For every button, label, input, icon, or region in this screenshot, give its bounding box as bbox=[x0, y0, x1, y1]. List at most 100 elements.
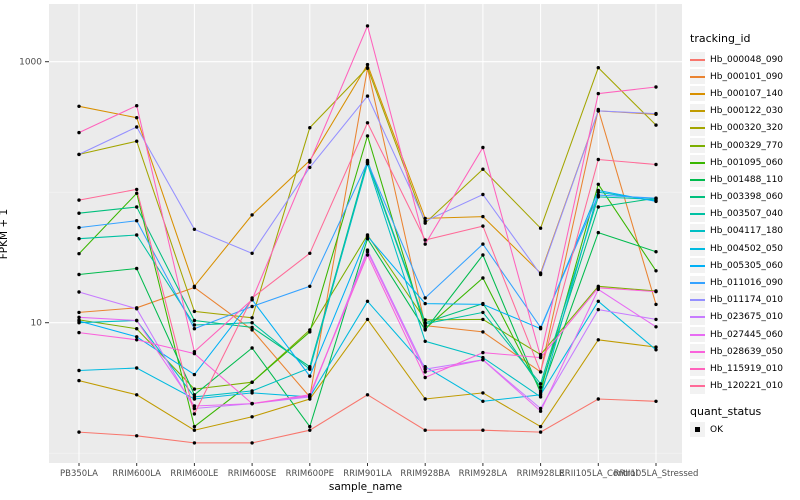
data-point[interactable] bbox=[135, 219, 139, 223]
data-point[interactable] bbox=[481, 302, 485, 307]
data-point[interactable] bbox=[250, 441, 254, 445]
data-point[interactable] bbox=[365, 250, 370, 254]
data-point[interactable] bbox=[192, 397, 197, 401]
data-point[interactable] bbox=[365, 134, 370, 138]
data-point[interactable] bbox=[596, 299, 600, 303]
data-point[interactable] bbox=[423, 216, 427, 221]
legend-item-Hb_027445_060[interactable]: Hb_027445_060 bbox=[690, 326, 783, 343]
data-point[interactable] bbox=[481, 276, 485, 280]
data-point[interactable] bbox=[250, 296, 254, 300]
data-point[interactable] bbox=[481, 317, 485, 322]
data-point[interactable] bbox=[654, 85, 658, 89]
data-point[interactable] bbox=[365, 393, 370, 397]
data-point[interactable] bbox=[192, 372, 197, 377]
data-point[interactable] bbox=[481, 310, 485, 315]
data-point[interactable] bbox=[192, 309, 197, 314]
data-point[interactable] bbox=[308, 251, 312, 255]
data-point[interactable] bbox=[77, 272, 81, 277]
data-point[interactable] bbox=[481, 358, 485, 362]
data-point[interactable] bbox=[423, 365, 427, 369]
legend-item-Hb_000329_770[interactable]: Hb_000329_770 bbox=[690, 137, 783, 154]
data-point[interactable] bbox=[77, 430, 81, 434]
data-point[interactable] bbox=[538, 430, 543, 434]
data-point[interactable] bbox=[192, 387, 197, 391]
data-point[interactable] bbox=[538, 226, 543, 230]
data-point[interactable] bbox=[481, 350, 485, 355]
data-point[interactable] bbox=[481, 399, 485, 403]
data-point[interactable] bbox=[538, 406, 543, 411]
data-point[interactable] bbox=[308, 126, 312, 130]
data-point[interactable] bbox=[654, 399, 658, 403]
data-point[interactable] bbox=[250, 401, 254, 406]
data-point[interactable] bbox=[192, 428, 197, 432]
data-point[interactable] bbox=[77, 368, 81, 373]
data-point[interactable] bbox=[423, 219, 427, 223]
data-point[interactable] bbox=[250, 415, 254, 419]
data-point[interactable] bbox=[654, 123, 658, 127]
data-point[interactable] bbox=[538, 382, 543, 386]
data-point[interactable] bbox=[596, 157, 600, 162]
data-point[interactable] bbox=[192, 323, 197, 327]
data-point[interactable] bbox=[654, 111, 658, 116]
legend-item-Hb_003507_040[interactable]: Hb_003507_040 bbox=[690, 206, 783, 223]
data-point[interactable] bbox=[423, 301, 427, 306]
data-point[interactable] bbox=[365, 160, 370, 164]
data-point[interactable] bbox=[596, 91, 600, 96]
data-point[interactable] bbox=[538, 385, 543, 389]
data-point[interactable] bbox=[135, 366, 139, 370]
data-point[interactable] bbox=[596, 188, 600, 193]
data-point[interactable] bbox=[135, 434, 139, 438]
data-point[interactable] bbox=[135, 125, 139, 129]
data-point[interactable] bbox=[365, 66, 370, 70]
legend-item-Hb_011016_090[interactable]: Hb_011016_090 bbox=[690, 274, 783, 291]
data-point[interactable] bbox=[423, 397, 427, 401]
data-point[interactable] bbox=[192, 327, 197, 331]
data-point[interactable] bbox=[423, 339, 427, 343]
legend-item-Hb_000122_030[interactable]: Hb_000122_030 bbox=[690, 103, 783, 120]
data-point[interactable] bbox=[250, 316, 254, 320]
data-point[interactable] bbox=[250, 251, 254, 255]
data-point[interactable] bbox=[250, 391, 254, 395]
data-point[interactable] bbox=[423, 428, 427, 432]
data-point[interactable] bbox=[250, 328, 254, 332]
data-point[interactable] bbox=[135, 233, 139, 237]
data-point[interactable] bbox=[481, 145, 485, 150]
legend-item-Hb_003398_060[interactable]: Hb_003398_060 bbox=[690, 189, 783, 206]
data-point[interactable] bbox=[423, 375, 427, 380]
data-point[interactable] bbox=[423, 328, 427, 332]
data-point[interactable] bbox=[596, 182, 600, 186]
legend-item-Hb_001488_110[interactable]: Hb_001488_110 bbox=[690, 171, 783, 188]
data-point[interactable] bbox=[365, 62, 370, 67]
data-point[interactable] bbox=[192, 441, 197, 445]
data-point[interactable] bbox=[481, 214, 485, 219]
data-point[interactable] bbox=[365, 121, 370, 125]
legend-item-Hb_004117_180[interactable]: Hb_004117_180 bbox=[690, 223, 783, 240]
data-point[interactable] bbox=[308, 393, 312, 397]
data-point[interactable] bbox=[481, 224, 485, 228]
data-point[interactable] bbox=[135, 104, 139, 108]
data-point[interactable] bbox=[77, 310, 81, 315]
data-point[interactable] bbox=[423, 296, 427, 300]
data-point[interactable] bbox=[308, 374, 312, 378]
data-point[interactable] bbox=[481, 242, 485, 246]
data-point[interactable] bbox=[654, 250, 658, 254]
data-point[interactable] bbox=[192, 412, 197, 416]
data-point[interactable] bbox=[538, 272, 543, 277]
data-point[interactable] bbox=[135, 187, 139, 192]
data-point[interactable] bbox=[250, 346, 254, 350]
data-point[interactable] bbox=[423, 238, 427, 242]
data-point[interactable] bbox=[77, 252, 81, 256]
data-point[interactable] bbox=[135, 205, 139, 209]
legend-item-Hb_000107_140[interactable]: Hb_000107_140 bbox=[690, 85, 783, 102]
data-point[interactable] bbox=[135, 191, 139, 195]
data-point[interactable] bbox=[308, 160, 312, 164]
data-point[interactable] bbox=[77, 130, 81, 135]
legend-item-Hb_023675_010[interactable]: Hb_023675_010 bbox=[690, 309, 783, 326]
data-point[interactable] bbox=[365, 234, 370, 238]
data-point[interactable] bbox=[77, 378, 81, 383]
data-point[interactable] bbox=[654, 317, 658, 322]
data-point[interactable] bbox=[77, 225, 81, 230]
data-point[interactable] bbox=[365, 299, 370, 303]
data-point[interactable] bbox=[192, 406, 197, 411]
data-point[interactable] bbox=[77, 237, 81, 241]
